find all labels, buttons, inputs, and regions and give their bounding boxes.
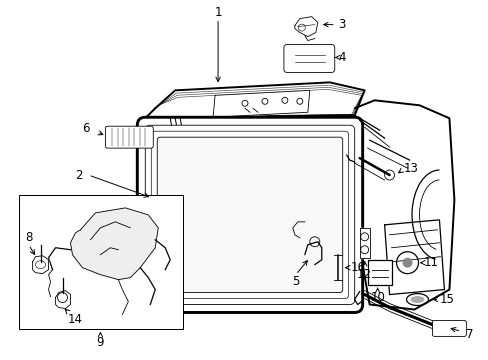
Text: 16: 16 (349, 261, 365, 274)
FancyBboxPatch shape (145, 125, 354, 305)
Circle shape (402, 258, 412, 268)
Polygon shape (213, 90, 309, 117)
FancyBboxPatch shape (431, 320, 466, 336)
FancyBboxPatch shape (151, 131, 348, 298)
Text: 12: 12 (356, 268, 371, 281)
Text: 4: 4 (337, 51, 345, 64)
Polygon shape (33, 256, 48, 274)
Polygon shape (359, 228, 369, 258)
FancyBboxPatch shape (284, 45, 334, 72)
Polygon shape (354, 100, 453, 310)
Text: 13: 13 (403, 162, 418, 175)
Text: 3: 3 (337, 18, 345, 31)
Polygon shape (294, 17, 317, 37)
Polygon shape (367, 260, 391, 285)
Polygon shape (145, 82, 364, 118)
Text: 15: 15 (439, 293, 454, 306)
Bar (19, 195, 183, 329)
Text: 14: 14 (68, 313, 83, 326)
Ellipse shape (410, 296, 424, 303)
Text: 8: 8 (25, 231, 32, 244)
Text: 5: 5 (291, 275, 299, 288)
FancyBboxPatch shape (137, 117, 362, 312)
Text: 7: 7 (465, 328, 472, 341)
Text: 11: 11 (423, 256, 438, 269)
Polygon shape (384, 220, 444, 294)
Polygon shape (70, 208, 158, 280)
Text: 6: 6 (81, 122, 89, 135)
Text: 10: 10 (369, 291, 384, 304)
Text: 2: 2 (75, 168, 82, 181)
Text: 9: 9 (97, 336, 104, 349)
FancyBboxPatch shape (157, 137, 342, 293)
Polygon shape (56, 291, 70, 309)
Text: 1: 1 (214, 6, 222, 19)
FancyBboxPatch shape (105, 126, 153, 148)
